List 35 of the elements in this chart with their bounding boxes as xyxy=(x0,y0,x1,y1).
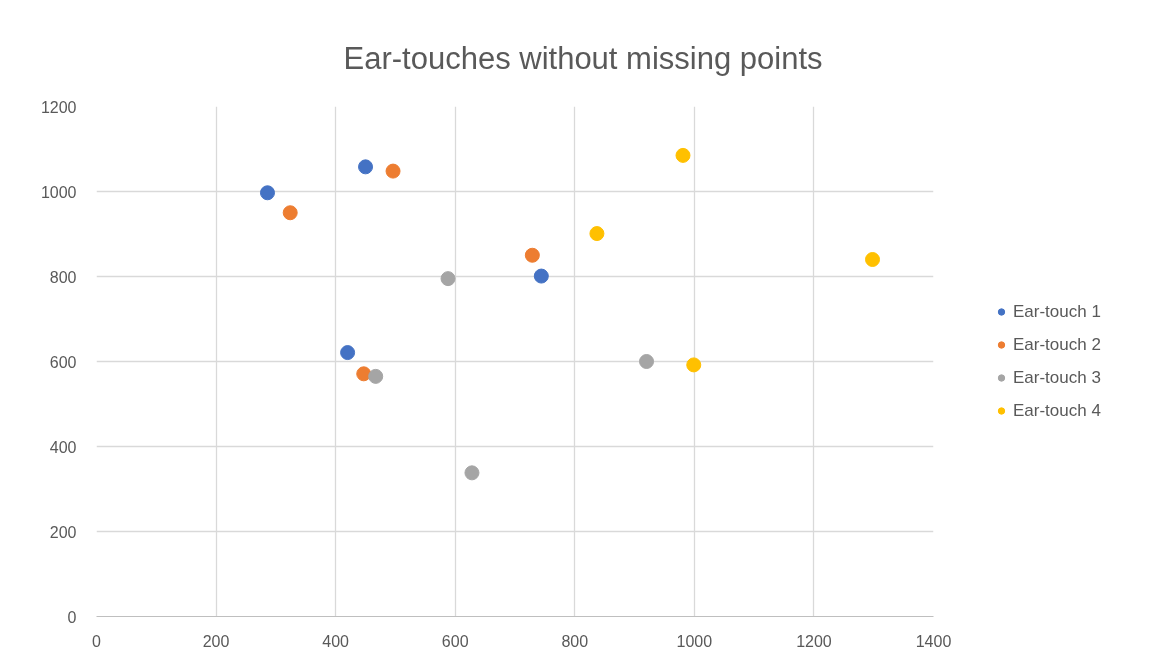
point xyxy=(385,163,401,179)
y-tick-label: 200 xyxy=(49,523,77,541)
x-tick-label: 800 xyxy=(561,632,589,650)
legend-label: Ear-touch 1 xyxy=(1013,301,1101,322)
point xyxy=(368,368,384,384)
point xyxy=(440,271,456,287)
point xyxy=(865,252,881,267)
point xyxy=(282,205,298,221)
x-tick-label: 200 xyxy=(202,632,230,650)
y-tick-label: 1200 xyxy=(40,98,77,116)
chart-title: Ear-touches without missing points xyxy=(343,40,823,76)
point xyxy=(639,354,655,369)
point xyxy=(589,226,605,242)
x-tick-label: 0 xyxy=(92,632,102,650)
point xyxy=(340,345,356,361)
x-tick-label: 1400 xyxy=(915,632,952,650)
legend-label: Ear-touch 2 xyxy=(1013,334,1101,355)
y-tick-label: 1000 xyxy=(40,183,77,201)
point xyxy=(358,159,374,175)
x-tick-label: 400 xyxy=(322,632,350,650)
legend-label: Ear-touch 3 xyxy=(1013,367,1101,388)
point xyxy=(675,147,691,163)
y-tick-label: 400 xyxy=(49,438,77,456)
point xyxy=(259,185,275,201)
y-tick-label: 0 xyxy=(67,608,77,626)
point xyxy=(686,357,702,373)
x-tick-label: 600 xyxy=(441,632,469,650)
point xyxy=(533,268,549,284)
y-tick-label: 800 xyxy=(49,268,77,286)
legend-label: Ear-touch 4 xyxy=(1013,400,1101,421)
x-tick-label: 1000 xyxy=(676,632,713,650)
y-tick-label: 600 xyxy=(49,353,77,371)
point xyxy=(464,465,480,481)
point xyxy=(524,247,540,263)
x-tick-label: 1200 xyxy=(796,632,832,650)
